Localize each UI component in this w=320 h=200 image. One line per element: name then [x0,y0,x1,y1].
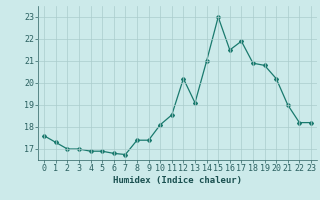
X-axis label: Humidex (Indice chaleur): Humidex (Indice chaleur) [113,176,242,185]
